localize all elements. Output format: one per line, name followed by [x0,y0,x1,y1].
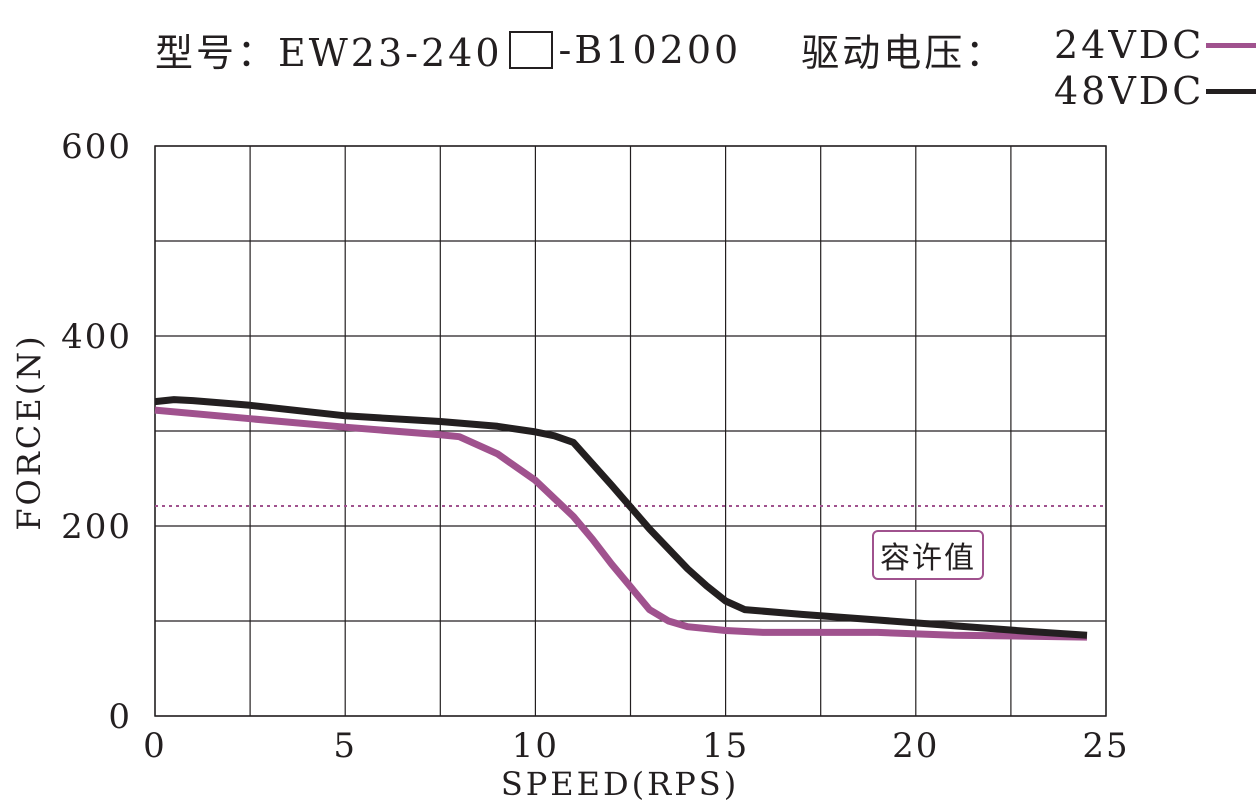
model-suffix: -B10200 [558,27,742,72]
y-tick-label: 600 [61,127,132,167]
chart-header: 型号：EW23-240 -B10200 驱动电压： 24VDC 48VDC [0,0,1256,120]
x-tick-label: 0 [143,726,167,766]
tick-labels: 0 5 10 15 20 25 0 200 400 600 [61,127,1129,766]
voltage-label: 驱动电压： [801,31,1007,75]
model-label: 型号：EW23-240 [155,31,503,75]
series [154,396,1088,641]
legend-label-48vdc: 48VDC [1054,69,1205,113]
y-axis-title: FORCE(N) [10,333,48,530]
legend-item-48vdc: 48VDC [1054,68,1256,114]
grid [154,145,1107,717]
model-placeholder-box [508,30,553,69]
y-tick-label: 200 [61,507,132,547]
legend-label-24vdc: 24VDC [1054,23,1205,67]
y-tick-label: 400 [61,317,132,357]
legend-item-24vdc: 24VDC [1054,22,1256,68]
plot-frame [154,145,1107,717]
legend-swatch-24vdc [1206,42,1256,48]
series-line-24vdc [154,406,1088,641]
allowable-value-label: 容许值 [872,530,984,580]
legend-swatch-48vdc [1206,88,1256,94]
series-line-48vdc [154,396,1088,639]
x-tick-label: 10 [512,726,559,766]
x-axis-title: SPEED(RPS) [501,765,739,803]
x-tick-label: 25 [1082,726,1129,766]
y-tick-label: 0 [108,697,132,737]
chart-title: 型号：EW23-240 -B10200 驱动电压： [155,22,1006,77]
x-tick-label: 20 [892,726,939,766]
x-tick-label: 5 [333,726,357,766]
x-tick-label: 15 [702,726,749,766]
legend: 24VDC 48VDC [1054,22,1256,114]
